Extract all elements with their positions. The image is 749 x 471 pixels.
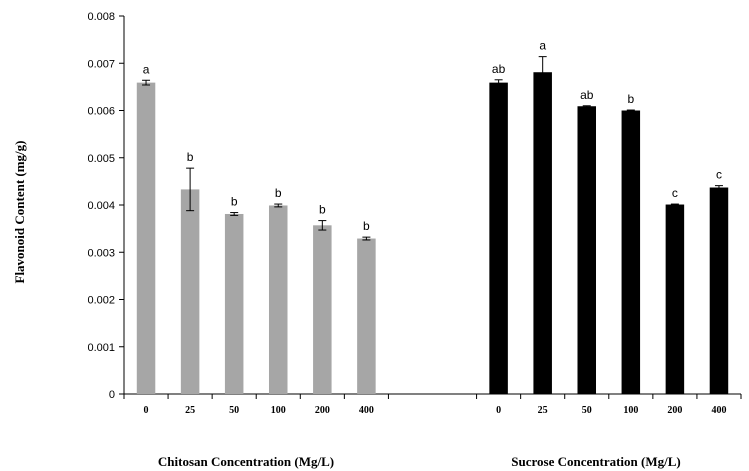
bar-0-1 [180,189,200,394]
x-axis-title-chitosan: Chitosan Concentration (Mg/L) [158,454,334,469]
error-bars [142,56,723,241]
y-tick-label: 0.007 [87,58,115,70]
x-tick-label: 400 [359,405,374,416]
bar-0-2 [224,213,244,394]
x-tick-label: 400 [711,405,726,416]
x-tick-label: 25 [538,405,548,416]
x-tick-label: 100 [271,405,286,416]
y-axis: 0 0.001 0.002 0.003 0.004 0.005 0.006 0.007 0.00… [87,11,125,401]
significance-letter: b [363,219,370,233]
x-tick-label: 50 [229,405,239,416]
x-tick-label: 0 [496,405,501,416]
x-tick-label: 200 [667,405,682,416]
x-tick-label: 200 [315,405,330,416]
y-tick-label: 0.008 [87,11,115,23]
x-axis [123,393,742,399]
y-tick-label: 0.002 [87,295,115,307]
significance-letter: b [275,186,282,200]
x-tick-label: 100 [623,405,638,416]
x-tick-label: 50 [582,405,592,416]
y-tick-label: 0.003 [87,247,115,259]
significance-letter: b [319,203,326,217]
bars [136,72,729,394]
x-tick-label: 0 [144,405,149,416]
y-axis-title: Flavonoid Content (mg/g) [12,141,27,284]
significance-letter: c [672,186,678,200]
y-tick-label: 0.006 [87,106,115,118]
bar-0-0 [136,82,156,394]
bar-1-3 [621,110,641,394]
significance-letter: a [143,62,150,76]
significance-letter: ab [580,88,594,102]
bar-1-1 [533,72,552,394]
y-tick-label: 0.004 [87,200,115,212]
x-tick-label: 25 [185,405,195,416]
x-tick-labels: 0 25 50 100 200 400 0 25 50 100 200 400 [144,405,727,416]
y-tick-label: 0.001 [87,342,115,354]
bar-0-5 [357,238,376,394]
bar-1-4 [665,204,685,394]
bar-1-0 [489,82,508,394]
y-tick-label: 0 [109,389,115,401]
significance-letter: ab [492,62,506,76]
significance-letter: c [716,168,722,182]
bar-0-4 [313,225,332,394]
significance-letter: b [187,150,194,164]
significance-letter: a [539,39,546,53]
x-axis-title-sucrose: Sucrose Concentration (Mg/L) [511,454,680,469]
bar-1-5 [709,187,729,394]
y-tick-label: 0.005 [87,153,115,165]
significance-letter: b [627,92,634,106]
bar-1-2 [577,106,597,394]
bar-0-3 [268,205,288,394]
significance-letter: b [231,195,238,209]
